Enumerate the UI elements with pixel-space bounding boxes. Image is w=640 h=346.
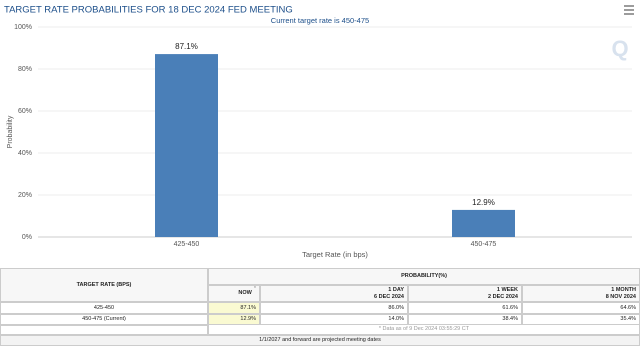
footnote-spacer — [0, 325, 208, 335]
column-mark: * — [253, 286, 256, 292]
bar — [452, 209, 515, 237]
menu-icon[interactable] — [624, 5, 634, 15]
y-tick-label: 40% — [18, 150, 32, 157]
column-label: 1 MONTH — [611, 286, 636, 293]
column-header: NOW * — [208, 285, 260, 302]
column-header: 1 DAY 6 DEC 2024 — [260, 285, 408, 302]
chart: TARGET RATE PROBABILITIES FOR 18 DEC 202… — [4, 5, 634, 259]
header-cell: TARGET RATE (BPS) — [0, 268, 208, 302]
table-cell: 38.4% — [408, 314, 522, 325]
bar — [155, 54, 218, 238]
y-tick-label: 80% — [18, 66, 32, 73]
chart-subtitle: Current target rate is 450-475 — [271, 16, 369, 25]
table-cell: 35.4% — [522, 314, 640, 325]
y-tick-label: 0% — [22, 234, 32, 241]
table-cell: 450-475 (Current) — [0, 314, 208, 325]
x-tick-label: 450-475 — [471, 241, 497, 248]
x-axis-title: Target Rate (in bps) — [302, 250, 368, 259]
table-cell: 14.0% — [260, 314, 408, 325]
column-label: 1 DAY — [388, 286, 404, 293]
table-cell: 64.6% — [522, 302, 640, 314]
column-date: 2 DEC 2024 — [488, 293, 518, 300]
column-date: 8 NOV 2024 — [605, 293, 636, 300]
x-tick-label: 425-450 — [174, 241, 200, 248]
table-cell: 87.1% — [208, 302, 260, 314]
column-label: NOW — [238, 290, 252, 297]
column-header: 1 WEEK 2 DEC 2024 — [408, 285, 522, 302]
column-header: 1 MONTH 8 NOV 2024 — [522, 285, 640, 302]
table-cell: 425-450 — [0, 302, 208, 314]
table-cell: 61.6% — [408, 302, 522, 314]
page-title: TARGET RATE PROBABILITIES FOR 18 DEC 202… — [4, 5, 293, 16]
data-label: 12.9% — [472, 198, 495, 207]
data-label: 87.1% — [175, 42, 198, 51]
table-cell: 86.0% — [260, 302, 408, 314]
y-tick-label: 100% — [14, 24, 32, 31]
y-tick-label: 20% — [18, 192, 32, 199]
header-cell: PROBABILITY(%) — [208, 268, 640, 285]
column-date: 6 DEC 2024 — [374, 293, 404, 300]
footnote: * Data as of 9 Dec 2024 03:55:29 CT — [208, 325, 640, 335]
y-axis-title: Probability — [7, 115, 14, 148]
footer-note: 1/1/2027 and forward are projected meeti… — [0, 335, 640, 346]
watermark: Q — [611, 36, 628, 61]
table-cell: 12.9% — [208, 314, 260, 325]
y-tick-label: 60% — [18, 108, 32, 115]
column-label: 1 WEEK — [496, 286, 518, 293]
